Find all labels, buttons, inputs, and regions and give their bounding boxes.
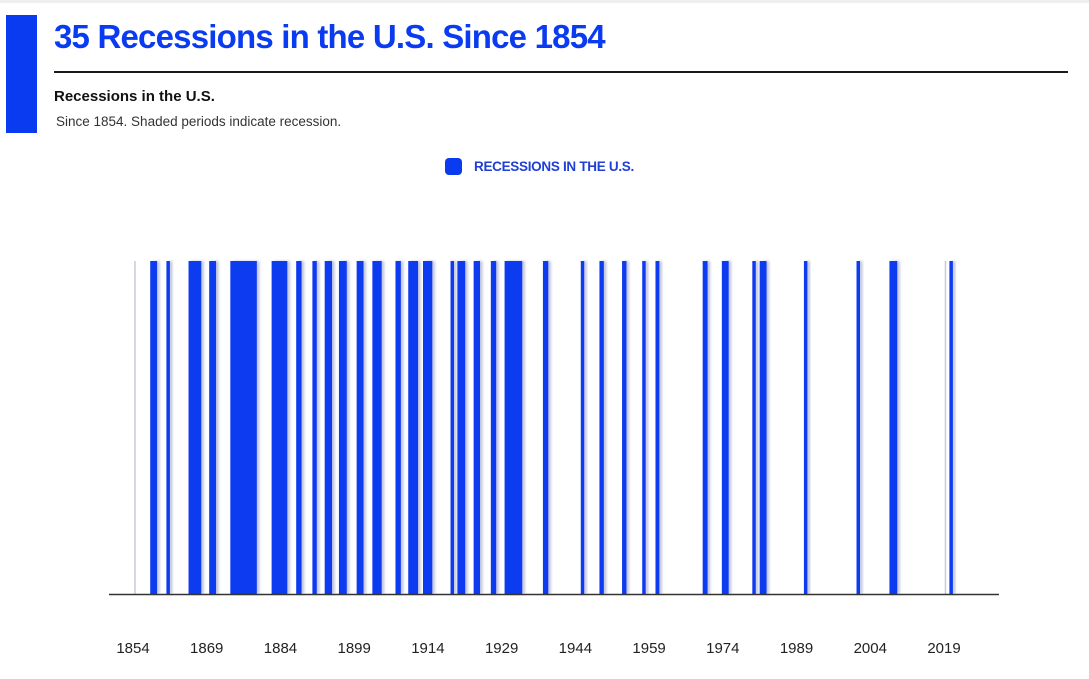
x-axis-tick-labels: 1854 1869 1884 1899 1914 1929 1944 1959 1974 1989… <box>116 640 960 657</box>
recession-bar <box>150 261 158 594</box>
accent-bar <box>6 15 37 133</box>
recession-bar <box>580 261 585 594</box>
recession-bar <box>422 261 433 594</box>
recession-bar <box>759 261 767 594</box>
recession-bar <box>408 261 419 594</box>
recession-bar <box>395 261 401 594</box>
recession-bar <box>372 261 382 594</box>
recession-bars <box>150 261 953 594</box>
x-tick-label: 1899 <box>337 640 370 657</box>
x-tick-label: 1989 <box>780 640 813 657</box>
recession-bar <box>622 261 627 594</box>
recession-bar <box>312 261 317 594</box>
recession-bar <box>338 261 347 594</box>
recession-bar <box>296 261 302 594</box>
recession-bar <box>473 261 481 594</box>
title-divider <box>54 71 1068 73</box>
x-tick-label: 1854 <box>116 640 149 657</box>
recession-bar <box>356 261 364 594</box>
x-tick-label: 1929 <box>485 640 518 657</box>
recession-bar <box>450 261 455 594</box>
chart-subtitle: Since 1854. Shaded periods indicate rece… <box>56 114 342 129</box>
x-tick-label: 1974 <box>706 640 739 657</box>
recession-bar <box>803 261 808 594</box>
recession-bar <box>721 261 729 594</box>
recession-bar <box>752 261 756 594</box>
recession-bar <box>166 261 170 594</box>
recession-bar <box>702 261 708 594</box>
recession-bar <box>504 261 523 594</box>
x-tick-label: 1884 <box>264 640 297 657</box>
recession-bar <box>490 261 497 594</box>
recession-bar <box>230 261 257 594</box>
x-tick-label: 1869 <box>190 640 223 657</box>
recession-bar <box>188 261 202 594</box>
chart-legend: RECESSIONS IN THE U.S. <box>445 158 634 175</box>
top-border <box>0 0 1089 3</box>
recession-bar <box>949 261 953 594</box>
x-tick-label: 2004 <box>854 640 887 657</box>
x-tick-label: 2019 <box>927 640 960 657</box>
legend-label: RECESSIONS IN THE U.S. <box>474 159 634 174</box>
recession-bar <box>271 261 288 594</box>
recession-bar <box>457 261 466 594</box>
recession-bar <box>856 261 861 594</box>
x-tick-label: 1959 <box>632 640 665 657</box>
chart-title: Recessions in the U.S. <box>54 88 215 105</box>
x-tick-label: 1914 <box>411 640 444 657</box>
legend-swatch <box>445 158 462 175</box>
recession-bar <box>324 261 333 594</box>
recession-bar <box>542 261 549 594</box>
recession-bar <box>209 261 217 594</box>
chart-edge-lines <box>134 261 947 594</box>
page-title: 35 Recessions in the U.S. Since 1854 <box>54 18 606 55</box>
recession-bar <box>642 261 646 594</box>
recession-bar <box>655 261 660 594</box>
x-tick-label: 1944 <box>559 640 592 657</box>
recession-bar <box>889 261 898 594</box>
recession-bar <box>599 261 604 594</box>
